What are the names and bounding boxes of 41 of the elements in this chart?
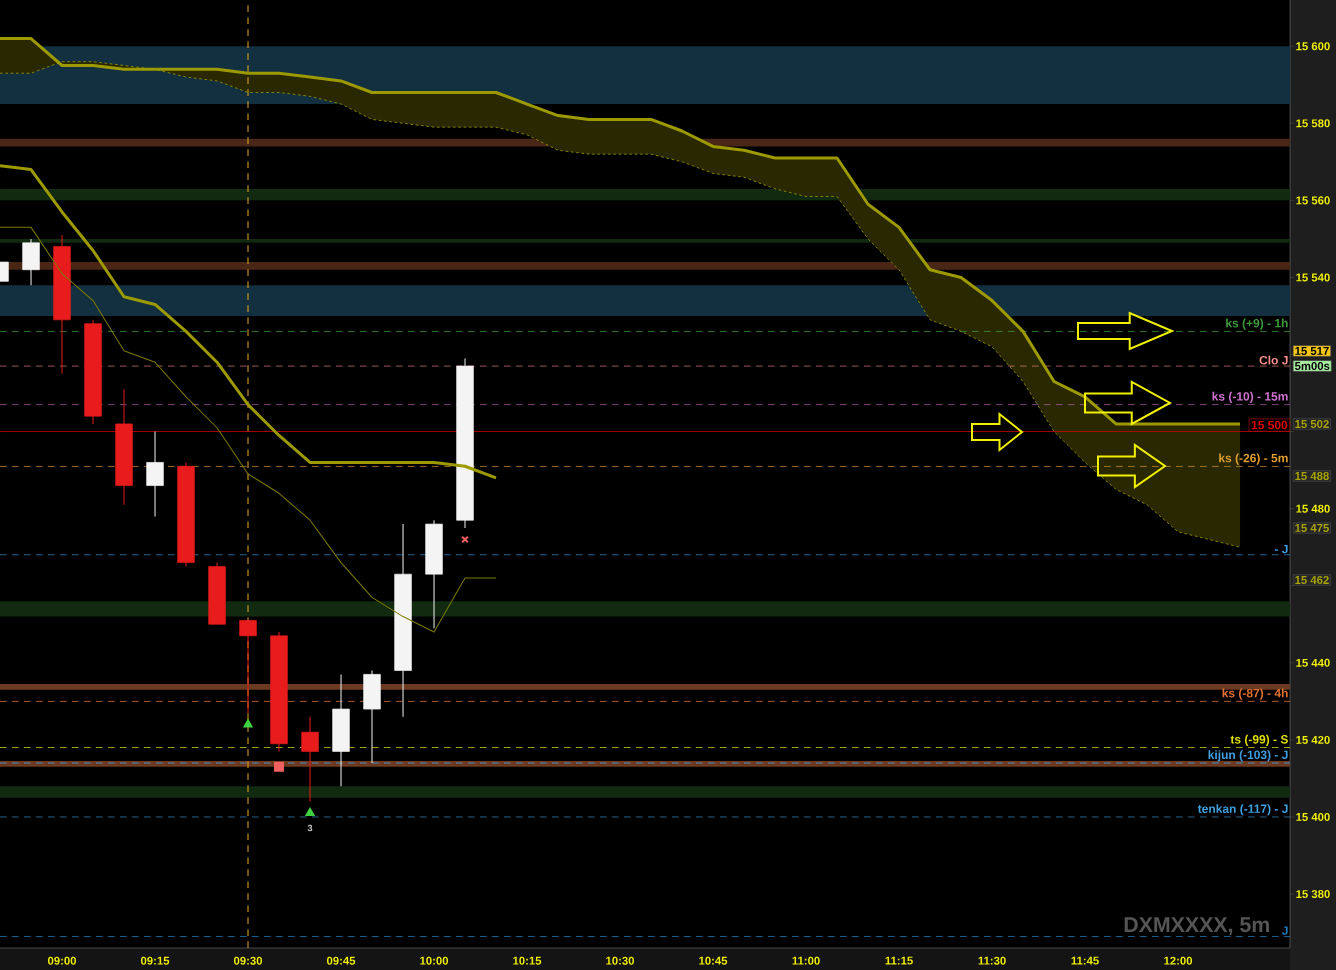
y-tick-label: 15 440 xyxy=(1296,658,1330,667)
x-tick-label: 09:00 xyxy=(47,956,77,965)
annotation: 3 xyxy=(307,824,313,832)
ref-line-label: ts (-99) - S xyxy=(1230,734,1288,746)
text: 15 502 xyxy=(1295,419,1329,428)
x-tick-label: 11:45 xyxy=(1071,956,1099,965)
x-tick-label: 10:30 xyxy=(606,956,635,965)
x-tick-label: 12:00 xyxy=(1164,956,1193,965)
x-tick-label: 09:15 xyxy=(140,956,170,965)
text: 15 475 xyxy=(1295,524,1329,532)
x-tick-label: 11:00 xyxy=(792,956,820,965)
x-tick-label: 11:15 xyxy=(885,956,913,965)
y-tick-label: 15 540 xyxy=(1296,273,1330,282)
ref-line-label: J xyxy=(1281,926,1288,935)
annotation: DXMXXXX, 5m xyxy=(1124,917,1269,936)
x-tick-label: 10:00 xyxy=(420,956,449,965)
ref-line-label: 15 500 xyxy=(1251,420,1288,430)
text: 15 462 xyxy=(1295,575,1329,584)
text: 15 488 xyxy=(1295,471,1329,480)
ref-line-label: ks (-87) - 4h xyxy=(1222,688,1288,700)
y-tick-label: 15 560 xyxy=(1296,196,1330,205)
ref-line-label: ks (-26) - 5m xyxy=(1219,453,1288,465)
y-tick-label: 15 400 xyxy=(1296,812,1330,821)
text: 15 517 xyxy=(1295,347,1329,355)
ref-line-label: Clo J xyxy=(1259,355,1288,365)
ref-line-label: - J xyxy=(1274,544,1288,554)
y-tick-label: 15 420 xyxy=(1296,735,1330,744)
text: 5m00s xyxy=(1294,361,1330,370)
x-tick-label: 10:45 xyxy=(699,956,728,965)
y-tick-label: 15 380 xyxy=(1296,890,1330,899)
x-tick-label: 09:45 xyxy=(326,956,356,965)
ref-line-label: tenkan (-117) - J xyxy=(1197,804,1288,816)
ref-line-label: ks (+9) - 1h xyxy=(1226,318,1288,330)
y-tick-label: 15 600 xyxy=(1296,42,1330,51)
x-tick-label: 11:30 xyxy=(978,956,1006,965)
x-tick-label: 10:15 xyxy=(513,956,542,965)
x-tick-label: 09:30 xyxy=(233,956,263,965)
y-tick-label: 15 480 xyxy=(1296,504,1330,513)
ref-line-label: ks (-10) - 15m xyxy=(1212,391,1288,404)
y-tick-label: 15 580 xyxy=(1296,119,1330,128)
ref-line-label: kijun (-103) - J xyxy=(1208,750,1288,762)
